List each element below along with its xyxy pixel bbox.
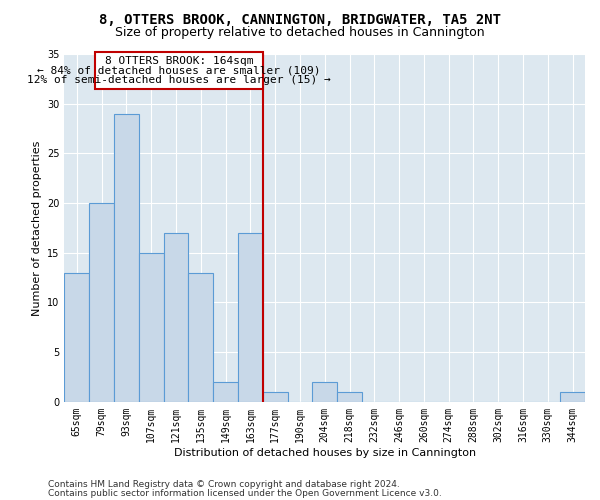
Bar xyxy=(263,392,287,402)
Bar xyxy=(64,272,89,402)
Y-axis label: Number of detached properties: Number of detached properties xyxy=(32,140,41,316)
Text: 8, OTTERS BROOK, CANNINGTON, BRIDGWATER, TA5 2NT: 8, OTTERS BROOK, CANNINGTON, BRIDGWATER,… xyxy=(99,12,501,26)
Text: 8 OTTERS BROOK: 164sqm: 8 OTTERS BROOK: 164sqm xyxy=(105,56,253,66)
Bar xyxy=(114,114,139,402)
Bar xyxy=(238,233,263,402)
Text: 12% of semi-detached houses are larger (15) →: 12% of semi-detached houses are larger (… xyxy=(27,75,331,85)
Bar xyxy=(313,382,337,402)
Text: Size of property relative to detached houses in Cannington: Size of property relative to detached ho… xyxy=(115,26,485,39)
Bar xyxy=(560,392,585,402)
Text: ← 84% of detached houses are smaller (109): ← 84% of detached houses are smaller (10… xyxy=(37,66,321,76)
Text: Contains public sector information licensed under the Open Government Licence v3: Contains public sector information licen… xyxy=(48,488,442,498)
Bar xyxy=(188,272,213,402)
Bar xyxy=(337,392,362,402)
Text: Contains HM Land Registry data © Crown copyright and database right 2024.: Contains HM Land Registry data © Crown c… xyxy=(48,480,400,489)
Bar xyxy=(89,203,114,402)
Bar xyxy=(95,52,263,89)
Bar xyxy=(213,382,238,402)
Bar xyxy=(164,233,188,402)
Bar xyxy=(139,253,164,402)
X-axis label: Distribution of detached houses by size in Cannington: Distribution of detached houses by size … xyxy=(173,448,476,458)
